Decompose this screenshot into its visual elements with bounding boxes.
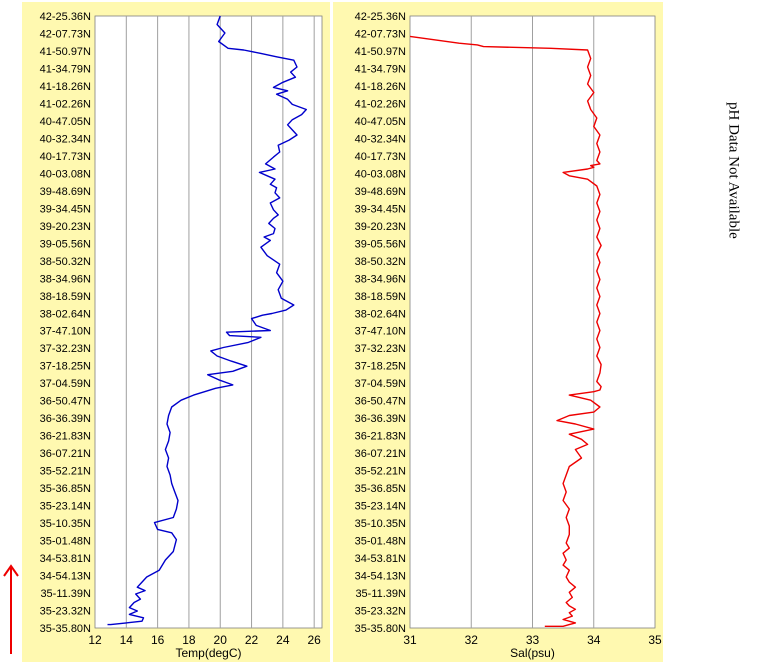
temp-series-line xyxy=(107,15,307,626)
sal-y-tick-label: 41-02.26N xyxy=(355,98,406,110)
sal-y-tick-label: 35-10.35N xyxy=(355,518,406,530)
temp-y-tick-label: 34-54.13N xyxy=(40,571,91,583)
sal-y-tick-label: 41-50.97N xyxy=(355,46,406,58)
sal-y-tick-label: 36-50.47N xyxy=(355,396,406,408)
temp-plot-area xyxy=(94,15,323,629)
temp-y-tick-label: 35-23.14N xyxy=(40,501,91,513)
temp-y-tick-label: 40-32.34N xyxy=(40,133,91,145)
temp-y-tick-label: 42-07.73N xyxy=(40,28,91,40)
temp-y-tick-label: 36-21.83N xyxy=(40,431,91,443)
temp-x-tick-label: 22 xyxy=(245,633,259,647)
sal-y-tick-label: 36-07.21N xyxy=(355,448,406,460)
temp-chart-panel: 12 14 16 18 20 22 24 26 42-25.36N 42-07.73N 41-50.… xyxy=(22,2,330,662)
temp-y-tick-label: 38-50.32N xyxy=(40,256,91,268)
temp-y-tick-label: 42-25.36N xyxy=(40,11,91,23)
temp-y-tick-label: 37-18.25N xyxy=(40,361,91,373)
temp-y-tick-label: 39-34.45N xyxy=(40,203,91,215)
temp-y-tick-label: 40-47.05N xyxy=(40,116,91,128)
temp-y-tick-label: 39-05.56N xyxy=(40,238,91,250)
sal-y-tick-label: 37-18.25N xyxy=(355,361,406,373)
temp-y-tick-label: 41-50.97N xyxy=(40,46,91,58)
temp-y-tick-label: 39-20.23N xyxy=(40,221,91,233)
sal-y-tick-label: 40-47.05N xyxy=(355,116,406,128)
temp-x-axis-label: Temp(degC) xyxy=(175,646,241,660)
temp-x-tick-label: 24 xyxy=(276,633,290,647)
sal-y-tick-label: 36-21.83N xyxy=(355,431,406,443)
temp-x-tick-label: 26 xyxy=(307,633,321,647)
temp-y-tick-label: 35-01.48N xyxy=(40,536,91,548)
sal-y-tick-label: 35-52.21N xyxy=(355,466,406,478)
sal-y-tick-label: 37-04.59N xyxy=(355,378,406,390)
sal-y-tick-label: 40-03.08N xyxy=(355,168,406,180)
temp-y-tick-label: 41-34.79N xyxy=(40,63,91,75)
temp-y-tick-label: 39-48.69N xyxy=(40,186,91,198)
red-up-arrow-icon xyxy=(3,564,19,654)
temp-x-tick-label: 12 xyxy=(88,633,102,647)
temp-y-tick-label: 37-32.23N xyxy=(40,343,91,355)
sal-y-tick-label: 36-36.39N xyxy=(355,413,406,425)
sal-y-tick-label: 35-36.85N xyxy=(355,483,406,495)
sal-y-tick-label: 40-17.73N xyxy=(355,151,406,163)
sal-x-tick-label: 32 xyxy=(465,633,479,647)
sal-y-tick-label: 34-53.81N xyxy=(355,553,406,565)
sal-y-tick-label: 34-54.13N xyxy=(355,571,406,583)
temp-x-tick-label: 18 xyxy=(182,633,196,647)
sal-y-tick-label: 42-07.73N xyxy=(355,28,406,40)
sal-y-tick-label: 41-18.26N xyxy=(355,81,406,93)
ph-unavailable-text: pH Data Not Available xyxy=(725,101,742,239)
sal-x-tick-label: 34 xyxy=(587,633,601,647)
ph-unavailable-note: pH Data Not Available xyxy=(718,40,748,300)
temp-y-tick-label: 38-02.64N xyxy=(40,308,91,320)
temp-y-tick-label: 38-18.59N xyxy=(40,291,91,303)
temp-y-tick-label: 35-23.32N xyxy=(40,606,91,618)
sal-x-axis-label: Sal(psu) xyxy=(510,646,555,660)
temp-y-tick-label: 41-18.26N xyxy=(40,81,91,93)
sal-y-tick-label: 35-01.48N xyxy=(355,536,406,548)
temp-y-tick-label: 35-35.80N xyxy=(40,623,91,635)
sal-x-tick-label: 31 xyxy=(403,633,417,647)
sal-y-tick-label: 37-47.10N xyxy=(355,326,406,338)
temp-x-tick-label: 14 xyxy=(120,633,134,647)
sal-y-tick-label: 39-20.23N xyxy=(355,221,406,233)
sal-y-tick-label: 35-11.39N xyxy=(355,588,406,600)
temp-y-tick-label: 36-36.39N xyxy=(40,413,91,425)
temp-y-tick-label: 34-53.81N xyxy=(40,553,91,565)
sal-y-tick-label: 38-34.96N xyxy=(355,273,406,285)
temp-y-tick-label: 35-52.21N xyxy=(40,466,91,478)
temp-y-tick-label: 40-03.08N xyxy=(40,168,91,180)
temp-y-tick-label: 41-02.26N xyxy=(40,98,91,110)
sal-y-tick-label: 35-35.80N xyxy=(355,623,406,635)
sal-y-tick-label: 35-23.32N xyxy=(355,606,406,618)
sal-y-tick-label: 42-25.36N xyxy=(355,11,406,23)
sal-y-tick-label: 38-02.64N xyxy=(355,308,406,320)
sal-y-tick-label: 35-23.14N xyxy=(355,501,406,513)
sal-y-tick-label: 38-18.59N xyxy=(355,291,406,303)
temp-y-tick-label: 36-50.47N xyxy=(40,396,91,408)
sal-y-tick-label: 39-05.56N xyxy=(355,238,406,250)
sal-x-tick-label: 33 xyxy=(526,633,540,647)
temp-y-tick-label: 35-36.85N xyxy=(40,483,91,495)
sal-y-tick-label: 37-32.23N xyxy=(355,343,406,355)
temp-y-tick-label: 37-04.59N xyxy=(40,378,91,390)
sal-series-line xyxy=(409,35,602,627)
temp-y-tick-label: 37-47.10N xyxy=(40,326,91,338)
temp-x-tick-label: 16 xyxy=(151,633,165,647)
sal-y-tick-label: 40-32.34N xyxy=(355,133,406,145)
sal-y-tick-label: 41-34.79N xyxy=(355,63,406,75)
temp-y-tick-label: 38-34.96N xyxy=(40,273,91,285)
temp-y-tick-label: 40-17.73N xyxy=(40,151,91,163)
temp-y-tick-label: 36-07.21N xyxy=(40,448,91,460)
sal-x-tick-label: 35 xyxy=(648,633,662,647)
temp-y-tick-label: 35-11.39N xyxy=(40,588,91,600)
sal-y-tick-label: 38-50.32N xyxy=(355,256,406,268)
sal-y-tick-label: 39-48.69N xyxy=(355,186,406,198)
temp-x-tick-label: 20 xyxy=(214,633,228,647)
sal-y-tick-label: 39-34.45N xyxy=(355,203,406,215)
salinity-chart-panel: 31 32 33 34 35 42-25.36N 42-07.73N 41-50.97N 41-… xyxy=(333,2,663,662)
temp-y-tick-label: 35-10.35N xyxy=(40,518,91,530)
